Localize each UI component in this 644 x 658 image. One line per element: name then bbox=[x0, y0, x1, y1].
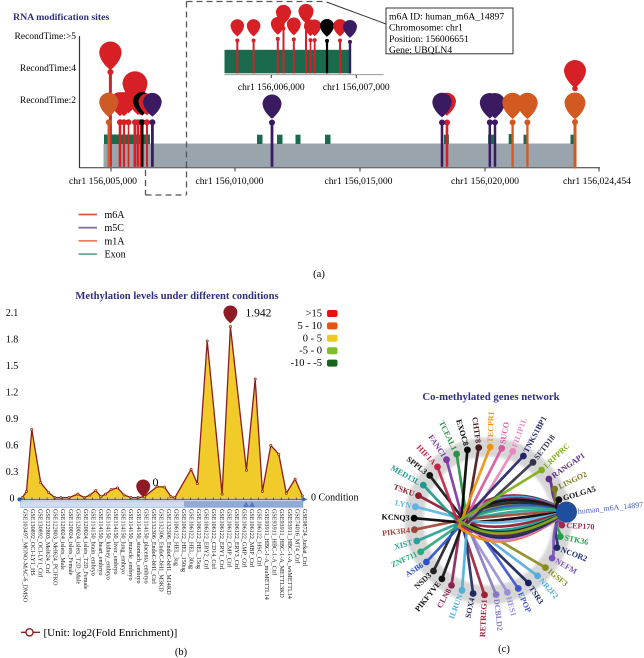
svg-text:GSE106122_ERY1_Ctrl: GSE106122_ERY1_Ctrl bbox=[218, 509, 224, 570]
svg-text:GSE114150_lung_embryo: GSE114150_lung_embryo bbox=[120, 509, 126, 574]
svg-text:RecondTime:2: RecondTime:2 bbox=[20, 96, 76, 106]
svg-text:GSE114150_liver_embryo: GSE114150_liver_embryo bbox=[112, 509, 118, 574]
svg-text:Methylation levels under diffe: Methylation levels under different condi… bbox=[75, 291, 278, 302]
svg-text:SUCO: SUCO bbox=[498, 421, 511, 445]
svg-text:0: 0 bbox=[153, 475, 159, 489]
svg-text:GSE106122_ERY3_Ctrl: GSE106122_ERY3_Ctrl bbox=[233, 509, 239, 570]
svg-text:GSE120024_islets_T2D_Male: GSE120024_islets_T2D_Male bbox=[74, 509, 80, 584]
svg-text:GSE106122_HEL_15ug: GSE106122_HEL_15ug bbox=[195, 509, 201, 569]
svg-text:GSE120024_islets_Male: GSE120024_islets_Male bbox=[59, 509, 65, 570]
svg-text:(a): (a) bbox=[313, 269, 325, 280]
svg-text:1.8: 1.8 bbox=[6, 334, 19, 345]
svg-text:1.5: 1.5 bbox=[6, 361, 19, 372]
svg-text:chr1 156,024,454: chr1 156,024,454 bbox=[563, 176, 631, 187]
svg-text:GSE132306_EndoC-bH1_M14KD: GSE132306_EndoC-bH1_M14KD bbox=[165, 509, 171, 595]
svg-text:Position: 156006651: Position: 156006651 bbox=[389, 34, 469, 45]
svg-text:GSE114150_stomach_embryo: GSE114150_stomach_embryo bbox=[135, 509, 141, 584]
svg-text:GSE106122_ERY2_Ctrl: GSE106122_ERY2_Ctrl bbox=[203, 509, 209, 570]
svg-text:[Unit: log2(Fold Enrichment)]: [Unit: log2(Fold Enrichment)] bbox=[44, 627, 178, 639]
svg-text:PIK3R4: PIK3R4 bbox=[382, 526, 411, 538]
svg-text:2.1: 2.1 bbox=[6, 308, 19, 319]
svg-text:1.942: 1.942 bbox=[246, 308, 272, 320]
svg-text:GSE114150_heart_embryo: GSE114150_heart_embryo bbox=[97, 509, 103, 575]
svg-text:RecondTime:>5: RecondTime:>5 bbox=[15, 32, 77, 42]
svg-text:0.3: 0.3 bbox=[6, 467, 19, 478]
svg-text:KCNQ3: KCNQ3 bbox=[381, 512, 409, 522]
svg-text:GSE106122_HEL_30ug: GSE106122_HEL_30ug bbox=[188, 509, 194, 569]
svg-text:chr1 156,006,000: chr1 156,006,000 bbox=[238, 83, 305, 93]
svg-text:0.9: 0.9 bbox=[6, 414, 19, 425]
svg-text:m6A ID: human_m6A_14897: m6A ID: human_m6A_14897 bbox=[389, 11, 504, 22]
svg-text:(c): (c) bbox=[498, 644, 510, 655]
svg-text:Chromosome: chr1: Chromosome: chr1 bbox=[389, 23, 463, 34]
svg-text:5 - 10: 5 - 10 bbox=[298, 321, 323, 332]
svg-text:-10 - -5: -10 - -5 bbox=[291, 358, 323, 369]
svg-text:RecondTime:4: RecondTime:4 bbox=[20, 64, 76, 74]
svg-text:GSE114150_kidney_embryo: GSE114150_kidney_embryo bbox=[105, 509, 111, 580]
svg-text:TECPR1: TECPR1 bbox=[486, 411, 496, 442]
svg-text:GSE106122_HSC_Ctrl: GSE106122_HSC_Ctrl bbox=[256, 509, 262, 567]
svg-text:GSE93911_HBC-1-A_Ctrl: GSE93911_HBC-1-A_Ctrl bbox=[271, 509, 277, 575]
svg-text:1.2: 1.2 bbox=[6, 388, 19, 399]
svg-text:chr1 156,020,000: chr1 156,020,000 bbox=[451, 176, 519, 187]
svg-text:GSE98724_Jurkat_Ctrl: GSE98724_Jurkat_Ctrl bbox=[301, 509, 307, 567]
svg-text:chr1 156,007,000: chr1 156,007,000 bbox=[323, 83, 390, 93]
svg-text:GSE93911_HBC-1-A_METTL3KD: GSE93911_HBC-1-A_METTL3KD bbox=[278, 509, 284, 598]
svg-text:0.6: 0.6 bbox=[6, 441, 19, 452]
svg-text:CHTF8: CHTF8 bbox=[470, 417, 482, 444]
svg-text:GSE130892_OCI-LY1_HS: GSE130892_OCI-LY1_HS bbox=[29, 509, 35, 576]
svg-text:GSE114150_placenta_embryo: GSE114150_placenta_embryo bbox=[142, 509, 148, 584]
svg-text:GSE106122_GMP_Ctrl: GSE106122_GMP_Ctrl bbox=[240, 509, 246, 568]
svg-text:GSE122803_Mel624_PCIFKO: GSE122803_Mel624_PCIFKO bbox=[52, 509, 58, 586]
svg-text:GSE93911_HBC-1-A_muMETTL14: GSE93911_HBC-1-A_muMETTL14 bbox=[263, 509, 269, 600]
svg-text:0 - 5: 0 - 5 bbox=[303, 333, 322, 344]
svg-text:0: 0 bbox=[10, 494, 15, 505]
svg-text:GSE103497_MONO-MAC-6_DMSO: GSE103497_MONO-MAC-6_DMSO bbox=[22, 509, 28, 603]
svg-text:Exon: Exon bbox=[105, 250, 126, 261]
svg-text:RETREG1: RETREG1 bbox=[478, 599, 489, 637]
svg-text:GSE106122_HEL_3ug: GSE106122_HEL_3ug bbox=[173, 509, 179, 566]
svg-text:chr1 156,005,000: chr1 156,005,000 bbox=[69, 176, 137, 187]
svg-text:0 Condition: 0 Condition bbox=[311, 493, 359, 504]
svg-text:CEP170: CEP170 bbox=[566, 521, 594, 532]
svg-text:GSE114150_muscle_embryo: GSE114150_muscle_embryo bbox=[127, 509, 133, 581]
svg-text:GSE132306_EndoC-bH1_Ctrl: GSE132306_EndoC-bH1_Ctrl bbox=[150, 509, 156, 584]
svg-text:chr1 156,015,000: chr1 156,015,000 bbox=[324, 176, 392, 187]
svg-text:GSE130892_OCI-LY1_Ctrl: GSE130892_OCI-LY1_Ctrl bbox=[37, 509, 43, 578]
svg-text:m6A: m6A bbox=[105, 210, 126, 221]
svg-text:-5 - 0: -5 - 0 bbox=[299, 346, 322, 357]
svg-text:SOX4: SOX4 bbox=[464, 597, 477, 619]
svg-text:LYN: LYN bbox=[394, 498, 412, 510]
svg-text:chr1 156,010,000: chr1 156,010,000 bbox=[195, 176, 263, 187]
svg-text:DCBLD2: DCBLD2 bbox=[492, 599, 504, 632]
svg-text:Co-methylated genes network: Co-methylated genes network bbox=[422, 391, 559, 403]
svg-text:m1A: m1A bbox=[105, 236, 126, 247]
svg-text:GSE106122_HEL_150ug: GSE106122_HEL_150ug bbox=[180, 509, 186, 572]
svg-text:GSE106122_MBP_Ctrl: GSE106122_MBP_Ctrl bbox=[248, 509, 254, 568]
svg-text:GSE120024_islets_Female: GSE120024_islets_Female bbox=[67, 509, 73, 576]
svg-text:GSE106122_CMP_Ctrl: GSE106122_CMP_Ctrl bbox=[225, 509, 231, 568]
svg-text:GSE132306_EndoC-bH1_M3KD: GSE132306_EndoC-bH1_M3KD bbox=[157, 509, 163, 592]
svg-text:m5C: m5C bbox=[105, 223, 125, 234]
svg-text:GSE122803_Mel624_Ctrl: GSE122803_Mel624_Ctrl bbox=[44, 509, 50, 574]
svg-text:GSE93911_HBC-1-A_wsMETTL14: GSE93911_HBC-1-A_wsMETTL14 bbox=[286, 509, 292, 599]
svg-text:GSE114150_brain_embryo: GSE114150_brain_embryo bbox=[90, 509, 96, 576]
svg-text:GSE74016_MT4_Ctrl: GSE74016_MT4_Ctrl bbox=[293, 509, 299, 564]
svg-text:RNA modification sites: RNA modification sites bbox=[13, 12, 110, 23]
svg-text:Gene: UBQLN4: Gene: UBQLN4 bbox=[389, 45, 452, 56]
svg-text:>15: >15 bbox=[306, 309, 322, 320]
svg-text:GSE106122_CD14_Ctrl: GSE106122_CD14_Ctrl bbox=[210, 509, 216, 569]
svg-text:(b): (b) bbox=[175, 647, 188, 658]
svg-text:GSE120024_islets_T2D_Female: GSE120024_islets_T2D_Female bbox=[82, 509, 88, 590]
